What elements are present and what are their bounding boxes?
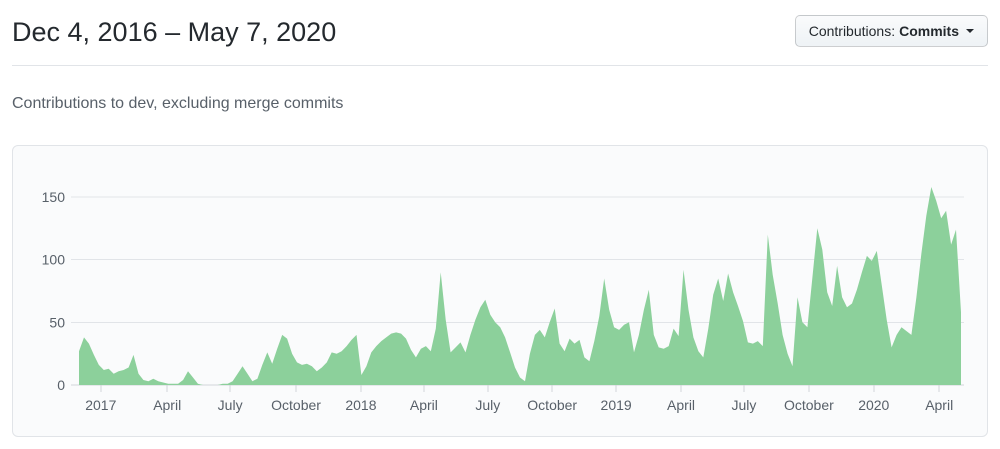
y-axis-label: 50 bbox=[49, 314, 65, 330]
filter-button-value: Commits bbox=[899, 23, 959, 39]
header-divider bbox=[12, 65, 988, 66]
y-axis-label: 100 bbox=[42, 252, 66, 268]
x-axis-label: 2018 bbox=[345, 397, 376, 413]
contributions-filter-button[interactable]: Contributions: Commits bbox=[794, 15, 988, 47]
x-axis-label: October bbox=[527, 397, 577, 413]
x-axis-label: 2019 bbox=[601, 397, 632, 413]
x-axis-label: April bbox=[667, 397, 695, 413]
x-axis-label: October bbox=[271, 397, 321, 413]
x-axis-label: October bbox=[784, 397, 834, 413]
x-axis-label: July bbox=[218, 397, 243, 413]
x-axis-label: April bbox=[153, 397, 181, 413]
filter-button-label: Contributions: bbox=[808, 23, 896, 39]
x-axis-label: April bbox=[410, 397, 438, 413]
contribution-graph-panel: 0 50 100 150 2017 April July October 2018 April Ju… bbox=[12, 145, 988, 437]
page-title: Dec 4, 2016 – May 7, 2020 bbox=[12, 17, 337, 47]
x-axis-label: 2017 bbox=[85, 397, 116, 413]
y-axis-label: 150 bbox=[42, 189, 66, 205]
x-axis-label: July bbox=[732, 397, 757, 413]
contribution-activity-page: Dec 4, 2016 – May 7, 2020 Contributions:… bbox=[12, 0, 988, 437]
x-axis-label: 2020 bbox=[858, 397, 889, 413]
header: Dec 4, 2016 – May 7, 2020 Contributions:… bbox=[12, 0, 988, 51]
commit-area-series bbox=[79, 187, 961, 385]
contribution-area-chart: 0 50 100 150 2017 April July October 2018 April Ju… bbox=[42, 187, 964, 413]
graph-caption: Contributions to dev, excluding merge co… bbox=[12, 95, 344, 112]
y-axis-label: 0 bbox=[57, 377, 65, 393]
caret-down-icon bbox=[966, 29, 974, 37]
x-axis-label: July bbox=[475, 397, 500, 413]
x-axis-label: April bbox=[925, 397, 953, 413]
